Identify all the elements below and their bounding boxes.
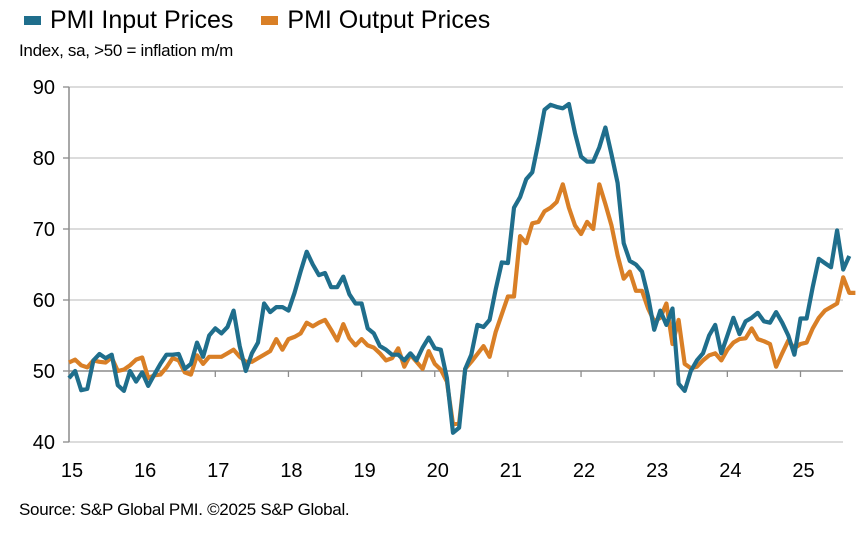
x-tick-label: 23 — [646, 460, 668, 482]
legend-label-output-prices: PMI Output Prices — [287, 6, 491, 34]
legend-swatch-input-prices — [24, 16, 41, 25]
series-line-input-prices — [67, 101, 852, 435]
legend-label-input-prices: PMI Input Prices — [50, 6, 234, 34]
chart-subtitle: Index, sa, >50 = inflation m/m — [19, 41, 234, 60]
y-tick-label: 50 — [33, 361, 55, 383]
series-lines — [67, 101, 856, 435]
x-tick-label: 16 — [134, 460, 156, 482]
x-tick-label: 21 — [500, 460, 522, 482]
x-tick-label: 20 — [427, 460, 449, 482]
x-tick-label: 22 — [573, 460, 595, 482]
chart-source-note: Source: S&P Global PMI. ©2025 S&P Global… — [19, 500, 350, 519]
x-tick-label: 17 — [207, 460, 229, 482]
legend-item-input-prices: PMI Input Prices — [24, 6, 233, 35]
y-tick-labels: 40 50 60 70 80 90 — [33, 77, 55, 454]
x-tick-labels: 15 16 17 18 19 20 21 22 23 24 25 — [61, 460, 815, 482]
x-tick-label: 24 — [719, 460, 741, 482]
y-tick-label: 60 — [33, 290, 55, 312]
x-tick-label: 15 — [61, 460, 83, 482]
gridlines — [69, 86, 843, 443]
legend: PMI Input Prices PMI Output Prices — [24, 6, 518, 35]
y-tick-label: 70 — [33, 219, 55, 241]
y-tick-label: 80 — [33, 148, 55, 170]
x-tick-label: 18 — [280, 460, 302, 482]
x-tick-label: 19 — [353, 460, 375, 482]
y-tick-label: 90 — [33, 77, 55, 99]
x-tick-label: 25 — [792, 460, 814, 482]
y-tick-label: 40 — [33, 432, 55, 454]
legend-swatch-output-prices — [261, 16, 279, 25]
legend-item-output-prices: PMI Output Prices — [261, 6, 490, 35]
axes — [63, 86, 843, 443]
